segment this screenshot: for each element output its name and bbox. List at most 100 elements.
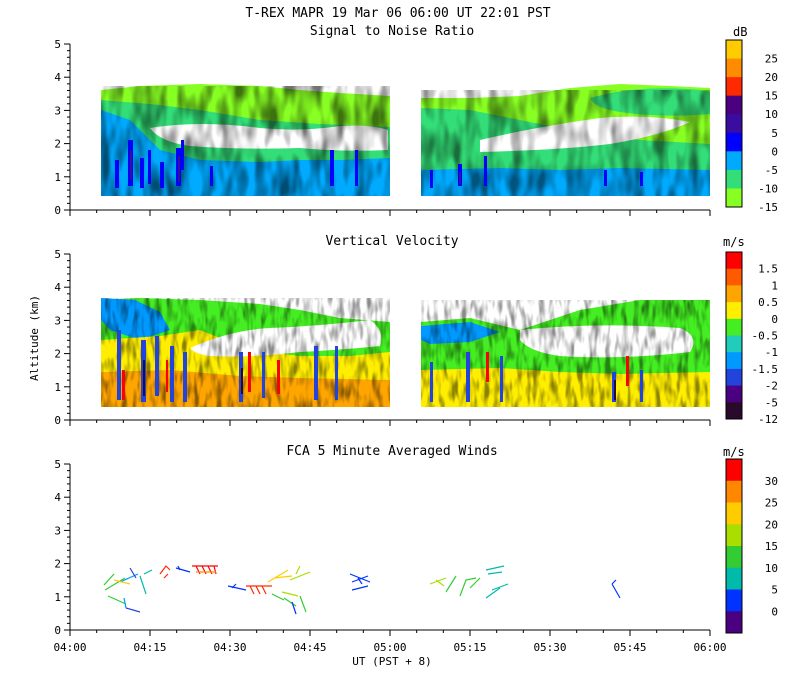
- colorbar-level-label: 1: [771, 279, 778, 292]
- y-tick-label: 2: [54, 558, 61, 571]
- colorbar-swatch: [726, 368, 742, 387]
- x-tick-label: 04:00: [53, 641, 86, 654]
- colorbar-snr-unit: dB: [733, 25, 747, 39]
- y-tick-label: 1: [54, 171, 61, 184]
- colorbar-swatch: [726, 114, 742, 134]
- panel-winds-title: FCA 5 Minute Averaged Winds: [286, 444, 497, 459]
- wind-barb-group-3: [113, 579, 131, 585]
- colorbar-frame: [725, 251, 743, 420]
- wind-barb-group-20: [611, 579, 621, 599]
- colorbar-level-label: -5: [765, 164, 778, 177]
- wind-barb-group-18: [445, 575, 481, 597]
- snr-heatmap: [101, 84, 710, 196]
- wind-barb-group-10: [227, 583, 247, 591]
- wind-barb-group-1: [103, 573, 127, 605]
- panel-snr-yticks: 0 1 2 3 4 5: [54, 38, 70, 217]
- x-tick-label: 05:15: [453, 641, 486, 654]
- wind-barb-group-15: [291, 601, 297, 615]
- y-tick-label: 3: [54, 104, 61, 117]
- colorbar-swatch: [726, 546, 742, 569]
- colorbar-level-label: 1.5: [758, 263, 778, 276]
- colorbar-level-label: 20: [765, 71, 778, 84]
- wind-barb-group-12: [267, 569, 293, 583]
- colorbar-swatch: [726, 188, 742, 208]
- page-title: T-REX MAPR 19 Mar 06 06:00 UT 22:01 PST: [245, 6, 550, 21]
- wind-barb-group-6: [159, 565, 171, 579]
- vel-texture-left: [101, 298, 390, 407]
- wind-barb-group-17: [429, 577, 447, 587]
- colorbar-level-label: -12: [758, 413, 778, 426]
- vel-streaks-red: [122, 352, 629, 400]
- colorbar-swatch: [726, 335, 742, 353]
- x-axis-label: UT (PST + 8): [352, 655, 431, 668]
- colorbar-level-label: 30: [765, 475, 778, 488]
- x-tick-label: 05:45: [613, 641, 646, 654]
- panel-velocity-xticks: [69, 420, 711, 426]
- colorbar-level-label: -5: [765, 396, 778, 409]
- colorbar-level-label: -10: [758, 182, 778, 195]
- colorbar-level-label: -15: [758, 201, 778, 214]
- y-tick-label: 1: [54, 591, 61, 604]
- wind-barb-group-7: [175, 565, 191, 573]
- colorbar-swatch: [726, 611, 742, 634]
- colorbar-level-label: 0: [771, 313, 778, 326]
- y-tick-label: 5: [54, 248, 61, 261]
- panel-velocity-yticks: 0 1 2 3 4 5: [54, 248, 70, 427]
- colorbar-swatch: [726, 169, 742, 189]
- y-tick-label: 4: [54, 281, 61, 294]
- colorbar-level-label: -1.5: [752, 363, 779, 376]
- colorbar-level-label: 10: [765, 108, 778, 121]
- colorbar-level-label: 20: [765, 518, 778, 531]
- colorbar-velocity-unit: m/s: [723, 235, 745, 249]
- colorbar-swatch: [726, 77, 742, 97]
- wind-barb-group-8: [192, 565, 218, 575]
- y-tick-label: 4: [54, 71, 61, 84]
- colorbar-level-label: -2: [765, 380, 778, 393]
- wind-barb-group-19: [485, 565, 509, 599]
- colorbar-level-label: 15: [765, 540, 778, 553]
- panel-winds-axes: [69, 464, 710, 631]
- colorbar-swatch: [726, 58, 742, 78]
- y-tick-label: 0: [54, 204, 61, 217]
- colorbar-level-label: -1: [765, 346, 778, 359]
- colorbar-level-label: 10: [765, 562, 778, 575]
- panel-snr: Signal to Noise Ratio: [54, 24, 711, 217]
- x-tick-label: 05:00: [373, 641, 406, 654]
- colorbar-swatch: [726, 385, 742, 403]
- colorbar-winds-unit: m/s: [723, 445, 745, 459]
- colorbar-swatch: [726, 524, 742, 547]
- y-tick-label: 2: [54, 348, 61, 361]
- x-tick-label: 04:30: [213, 641, 246, 654]
- snr-texture-right: [421, 90, 710, 196]
- colorbar-swatch: [726, 589, 742, 612]
- colorbar-winds: 30 25 20 15 10 5 0: [725, 458, 778, 634]
- wind-barb-group-16: [349, 573, 371, 591]
- colorbar-swatch: [726, 151, 742, 171]
- velocity-heatmap: [101, 298, 710, 407]
- y-tick-label: 2: [54, 138, 61, 151]
- panel-velocity: Vertical Velocity: [28, 234, 711, 427]
- colorbar-swatch: [726, 480, 742, 503]
- colorbar-level-label: 25: [765, 53, 778, 66]
- colorbar-swatch: [726, 302, 742, 320]
- colorbar-level-label: 25: [765, 497, 778, 510]
- colorbar-swatch: [726, 132, 742, 152]
- wind-barb-group-14: [271, 593, 307, 613]
- x-tick-label: 06:00: [693, 641, 726, 654]
- wind-barb-group-5: [139, 569, 153, 595]
- colorbar-swatch: [726, 459, 742, 482]
- colorbar-swatch: [726, 268, 742, 286]
- colorbar-swatch: [726, 502, 742, 525]
- colorbar-velocity: 1.5 1 0.5 0 -0.5 -1 -1.5 -2 -5 -12: [725, 251, 779, 426]
- y-tick-label: 3: [54, 314, 61, 327]
- panel-winds-yticks: 0 1 2 3 4 5: [54, 458, 70, 637]
- colorbar-level-label: 0.5: [758, 296, 778, 309]
- x-tick-label: 04:45: [293, 641, 326, 654]
- colorbar-snr: 25 20 15 10 5 0 -5 -10 -15: [725, 39, 778, 214]
- panel-winds-xticks: [69, 630, 711, 636]
- vel-texture-right: [421, 300, 710, 407]
- y-tick-label: 0: [54, 624, 61, 637]
- panel-winds: FCA 5 Minute Averaged Winds: [53, 444, 726, 668]
- wind-barb-group-4: [125, 567, 141, 613]
